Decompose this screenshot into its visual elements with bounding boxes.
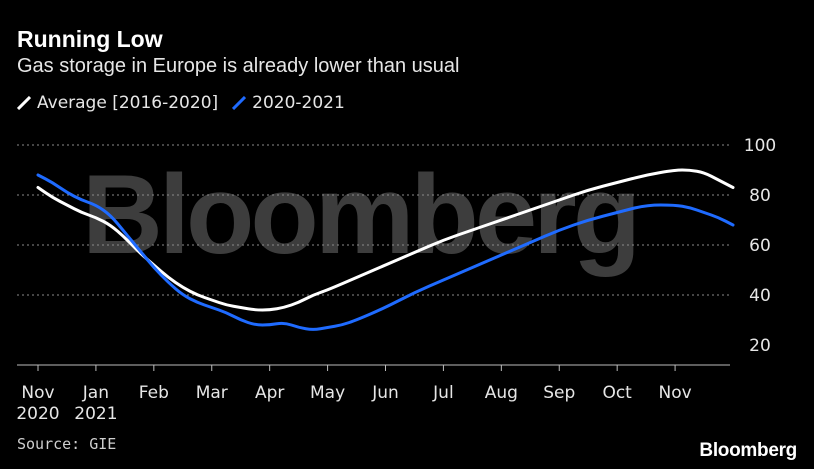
x-tick-label-aug: Aug	[485, 383, 518, 403]
y-tick-label-60: 60	[749, 236, 771, 256]
x-tick-label-jul: Jul	[432, 383, 454, 403]
x-tick-label-nov: Nov	[21, 383, 54, 403]
x-tick-label-year-2020: 2020	[16, 404, 59, 424]
chart-title: Running Low	[17, 26, 163, 52]
legend-label-2020-2021: 2020-2021	[252, 93, 345, 113]
x-tick-label-apr: Apr	[255, 383, 284, 403]
y-tick-label-100: 100	[744, 136, 776, 156]
legend-item-average: Average [2016-2020]	[17, 93, 218, 113]
y-tick-label-20: 20	[749, 336, 771, 356]
y-tick-label-40: 40	[749, 286, 771, 306]
legend-item-2020-2021: 2020-2021	[232, 93, 345, 113]
x-tick-label-jan: Jan	[82, 383, 109, 403]
legend-swatch-2020-2021	[232, 96, 247, 110]
x-tick-label-sep: Sep	[543, 383, 575, 403]
watermark-logo: Bloomberg	[82, 152, 641, 277]
x-tick-label-feb: Feb	[139, 383, 169, 403]
source-note: Source: GIE	[17, 435, 117, 453]
x-tick-label-may: May	[310, 383, 345, 403]
x-tick-label-nov: Nov	[658, 383, 691, 403]
series-line-2020-2021	[36, 173, 735, 331]
legend-swatch-average	[17, 96, 31, 110]
x-tick-label-mar: Mar	[196, 383, 228, 403]
y-tick-label-80: 80	[749, 186, 771, 206]
legend: Average [2016-2020] 2020-2021	[17, 93, 359, 113]
legend-label-average: Average [2016-2020]	[37, 93, 219, 113]
x-tick-label-oct: Oct	[602, 383, 632, 403]
x-tick-label-jun: Jun	[371, 383, 399, 403]
series-line-average	[36, 168, 735, 312]
x-tick-label-year-2021: 2021	[74, 404, 117, 424]
chart-subtitle: Gas storage in Europe is already lower t…	[17, 55, 460, 77]
brand-logo: Bloomberg	[699, 440, 797, 461]
